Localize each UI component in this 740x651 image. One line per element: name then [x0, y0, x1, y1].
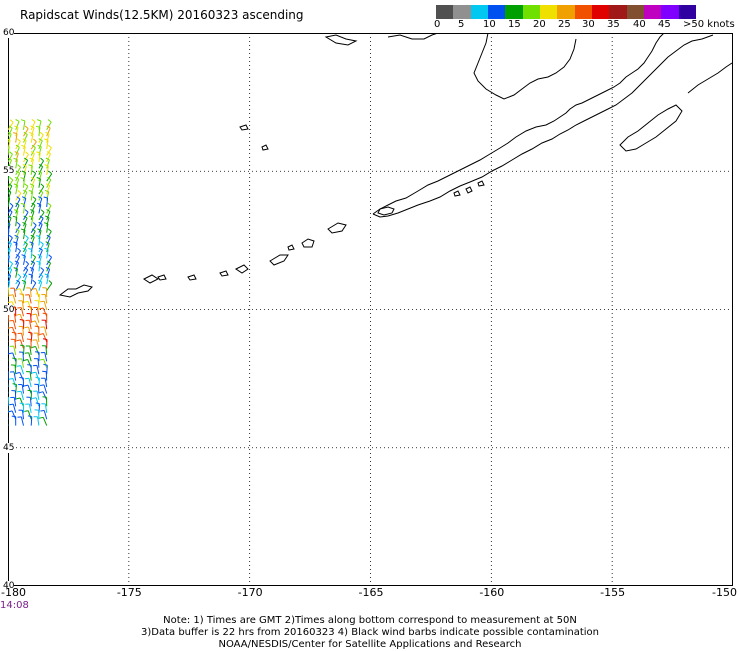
colorbar-swatch — [557, 5, 574, 19]
wind-barb-flag — [35, 352, 39, 353]
wind-map[interactable] — [8, 33, 733, 586]
wind-barb-flag — [27, 365, 31, 366]
footer-notes: Note: 1) Times are GMT 2)Times along bot… — [0, 615, 740, 651]
colorbar-label: >50 knots — [683, 19, 735, 30]
wind-barb — [31, 417, 32, 426]
wind-barb — [15, 365, 16, 374]
wind-barb — [8, 397, 9, 406]
colorbar-swatch — [471, 5, 488, 19]
colorbar-swatch — [540, 5, 557, 19]
wind-barb-flag — [9, 404, 13, 405]
wind-barb-flag — [20, 294, 24, 295]
colorbar-label: 15 — [508, 19, 521, 30]
colorbar-label: 45 — [658, 19, 671, 30]
colorbar-label: 40 — [633, 19, 646, 30]
wind-barb-flag — [19, 378, 23, 379]
longitude-label: -170 — [238, 586, 263, 599]
wind-barb-flag — [12, 332, 16, 333]
latitude-label: 45 — [3, 443, 14, 453]
longitude-label: -155 — [600, 586, 625, 599]
colorbar-label: 25 — [558, 19, 571, 30]
colorbar-swatch — [488, 5, 505, 19]
colorbar-swatch — [436, 5, 453, 19]
map-title: Rapidscat Winds(12.5KM) 20160323 ascendi… — [20, 8, 304, 22]
latitude-label: 55 — [3, 166, 14, 176]
footer-note-3: NOAA/NESDIS/Center for Satellite Applica… — [0, 639, 740, 651]
wind-barb-flag — [25, 353, 29, 354]
colorbar-label: 5 — [458, 19, 464, 30]
colorbar-swatch — [592, 5, 609, 19]
wind-barb-flag — [27, 339, 31, 340]
wind-barb-flag — [17, 366, 21, 367]
wind-barb — [47, 365, 48, 374]
longitude-label: -180 — [1, 586, 26, 599]
wind-barb-flag — [32, 289, 36, 290]
colorbar-label: 0 — [434, 19, 440, 30]
swath-time-label: 14:08 — [0, 600, 29, 611]
wind-barb-flag — [20, 403, 24, 404]
wind-barb-flag — [17, 391, 21, 392]
colorbar-swatch — [453, 5, 470, 19]
colorbar-label: 20 — [533, 19, 546, 30]
colorbar-swatch — [661, 5, 678, 19]
longitude-label: -165 — [359, 586, 384, 599]
wind-barb — [46, 372, 47, 381]
wind-barb-flag — [40, 385, 44, 386]
longitude-label: -150 — [712, 586, 737, 599]
wind-barb — [24, 346, 25, 355]
colorbar-label: 30 — [582, 19, 595, 30]
wind-barb-flag — [35, 326, 39, 327]
longitude-label: -160 — [479, 586, 504, 599]
wind-barb-flag — [43, 313, 47, 314]
colorbar-labels: 0 5 10 15 20 25 30 35 40 45 >50 knots — [430, 19, 740, 33]
wind-barb-flag — [40, 301, 44, 302]
wind-barb-flag — [32, 314, 36, 315]
footer-note-2: 3)Data buffer is 22 hrs from 20160323 4)… — [0, 627, 740, 639]
wind-barb-flag — [24, 411, 28, 412]
wind-barb-flag — [43, 397, 47, 398]
colorbar-swatch — [609, 5, 626, 19]
wind-barb-flag — [20, 320, 24, 321]
wind-barb — [31, 307, 32, 316]
wind-barb-flag — [9, 379, 13, 380]
footer-note-1: Note: 1) Times are GMT 2)Times along bot… — [0, 615, 740, 627]
colorbar-swatch — [523, 5, 540, 19]
colorbar-swatch — [627, 5, 644, 19]
wind-barb-flag — [25, 327, 29, 328]
wind-barb — [8, 288, 9, 297]
wind-barb-flag — [9, 295, 13, 296]
wind-barb — [31, 314, 32, 323]
wind-barb-flag — [12, 416, 16, 417]
wind-barb-flag — [28, 390, 32, 391]
colorbar-label: 10 — [483, 19, 496, 30]
longitude-label: -175 — [117, 586, 142, 599]
wind-barb — [38, 385, 39, 394]
colorbar-swatch — [679, 5, 696, 19]
wind-barb — [23, 352, 24, 361]
wind-barb-flag — [32, 398, 36, 399]
colorbar-label: 35 — [607, 19, 620, 30]
wind-barb-flag — [40, 411, 44, 412]
colorbar-swatch — [644, 5, 661, 19]
colorbar-swatch — [575, 5, 592, 19]
wind-speed-colorbar — [436, 5, 696, 19]
latitude-label: 50 — [3, 305, 14, 315]
colorbar-swatch — [505, 5, 522, 19]
wind-barb — [16, 359, 17, 368]
wind-barb — [39, 378, 40, 387]
latitude-label: 60 — [3, 28, 14, 38]
